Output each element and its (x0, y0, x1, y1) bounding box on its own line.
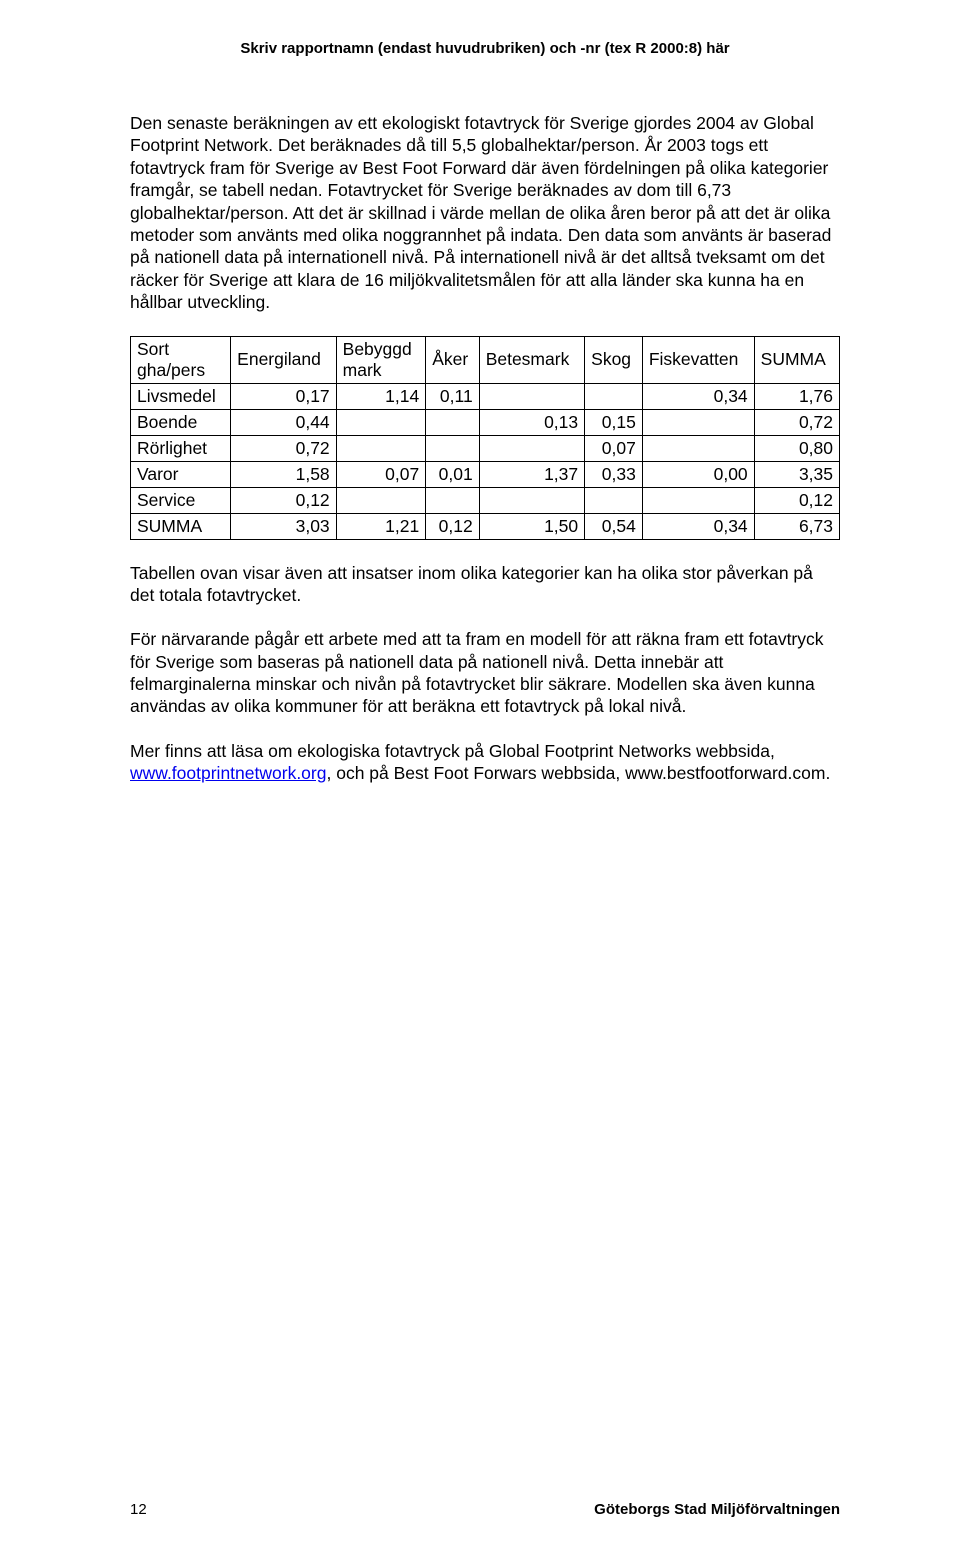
cell (479, 435, 584, 461)
cell (479, 487, 584, 513)
cell: 0,34 (642, 383, 754, 409)
cell: 1,76 (754, 383, 839, 409)
footprintnetwork-link[interactable]: www.footprintnetwork.org (130, 763, 326, 783)
cell: 0,12 (426, 513, 479, 539)
cell: 1,58 (231, 461, 336, 487)
row-label: Service (131, 487, 231, 513)
col-header-bebyggd-l2: mark (343, 360, 382, 380)
cell (426, 409, 479, 435)
cell: 0,54 (585, 513, 643, 539)
cell (642, 409, 754, 435)
row-label: Varor (131, 461, 231, 487)
cell: 0,34 (642, 513, 754, 539)
cell: 0,72 (754, 409, 839, 435)
col-header-aker: Åker (426, 336, 479, 383)
row-label: Rörlighet (131, 435, 231, 461)
col-header-summa: SUMMA (754, 336, 839, 383)
page-header: Skriv rapportnamn (endast huvudrubriken)… (130, 40, 840, 57)
col-header-bebyggd-l1: Bebyggd (343, 339, 412, 359)
table-row: Service 0,12 0,12 (131, 487, 840, 513)
cell: 1,50 (479, 513, 584, 539)
cell: 0,15 (585, 409, 643, 435)
row-label: Boende (131, 409, 231, 435)
cell (426, 435, 479, 461)
paragraph-1: Den senaste beräkningen av ett ekologisk… (130, 112, 840, 314)
cell (336, 487, 426, 513)
cell: 0,12 (754, 487, 839, 513)
col-header-sort: Sort gha/pers (131, 336, 231, 383)
paragraph-4: Mer finns att läsa om ekologiska fotavtr… (130, 740, 840, 785)
cell: 0,12 (231, 487, 336, 513)
cell (585, 383, 643, 409)
table-header-row: Sort gha/pers Energiland Bebyggd mark Åk… (131, 336, 840, 383)
cell: 1,14 (336, 383, 426, 409)
row-label: SUMMA (131, 513, 231, 539)
cell: 0,33 (585, 461, 643, 487)
table-row-summa: SUMMA 3,03 1,21 0,12 1,50 0,54 0,34 6,73 (131, 513, 840, 539)
paragraph-2: Tabellen ovan visar även att insatser in… (130, 562, 840, 607)
p4-post: , och på Best Foot Forwars webbsida, www… (326, 763, 830, 783)
cell (479, 383, 584, 409)
cell: 0,44 (231, 409, 336, 435)
cell: 1,21 (336, 513, 426, 539)
page-footer: 12 Göteborgs Stad Miljöförvaltningen (0, 1501, 960, 1518)
cell: 0,07 (336, 461, 426, 487)
cell: 3,35 (754, 461, 839, 487)
cell: 0,13 (479, 409, 584, 435)
cell: 0,00 (642, 461, 754, 487)
cell: 1,37 (479, 461, 584, 487)
col-header-skog: Skog (585, 336, 643, 383)
cell: 0,01 (426, 461, 479, 487)
paragraph-3: För närvarande pågår ett arbete med att … (130, 628, 840, 718)
cell (426, 487, 479, 513)
footer-org: Göteborgs Stad Miljöförvaltningen (594, 1501, 840, 1518)
cell (642, 435, 754, 461)
row-label: Livsmedel (131, 383, 231, 409)
cell: 0,80 (754, 435, 839, 461)
table-row: Livsmedel 0,17 1,14 0,11 0,34 1,76 (131, 383, 840, 409)
col-header-bebyggd: Bebyggd mark (336, 336, 426, 383)
table-row: Varor 1,58 0,07 0,01 1,37 0,33 0,00 3,35 (131, 461, 840, 487)
col-header-energiland: Energiland (231, 336, 336, 383)
cell (336, 409, 426, 435)
cell: 3,03 (231, 513, 336, 539)
page-number: 12 (130, 1501, 147, 1518)
col-header-fiskevatten: Fiskevatten (642, 336, 754, 383)
footprint-table: Sort gha/pers Energiland Bebyggd mark Åk… (130, 336, 840, 540)
cell: 0,07 (585, 435, 643, 461)
cell (585, 487, 643, 513)
table-row: Boende 0,44 0,13 0,15 0,72 (131, 409, 840, 435)
col-header-sort-l1: Sort (137, 339, 169, 359)
table-row: Rörlighet 0,72 0,07 0,80 (131, 435, 840, 461)
p4-pre: Mer finns att läsa om ekologiska fotavtr… (130, 741, 775, 761)
cell: 6,73 (754, 513, 839, 539)
col-header-sort-l2: gha/pers (137, 360, 205, 380)
cell: 0,72 (231, 435, 336, 461)
cell (336, 435, 426, 461)
cell (642, 487, 754, 513)
cell: 0,17 (231, 383, 336, 409)
col-header-betesmark: Betesmark (479, 336, 584, 383)
cell: 0,11 (426, 383, 479, 409)
